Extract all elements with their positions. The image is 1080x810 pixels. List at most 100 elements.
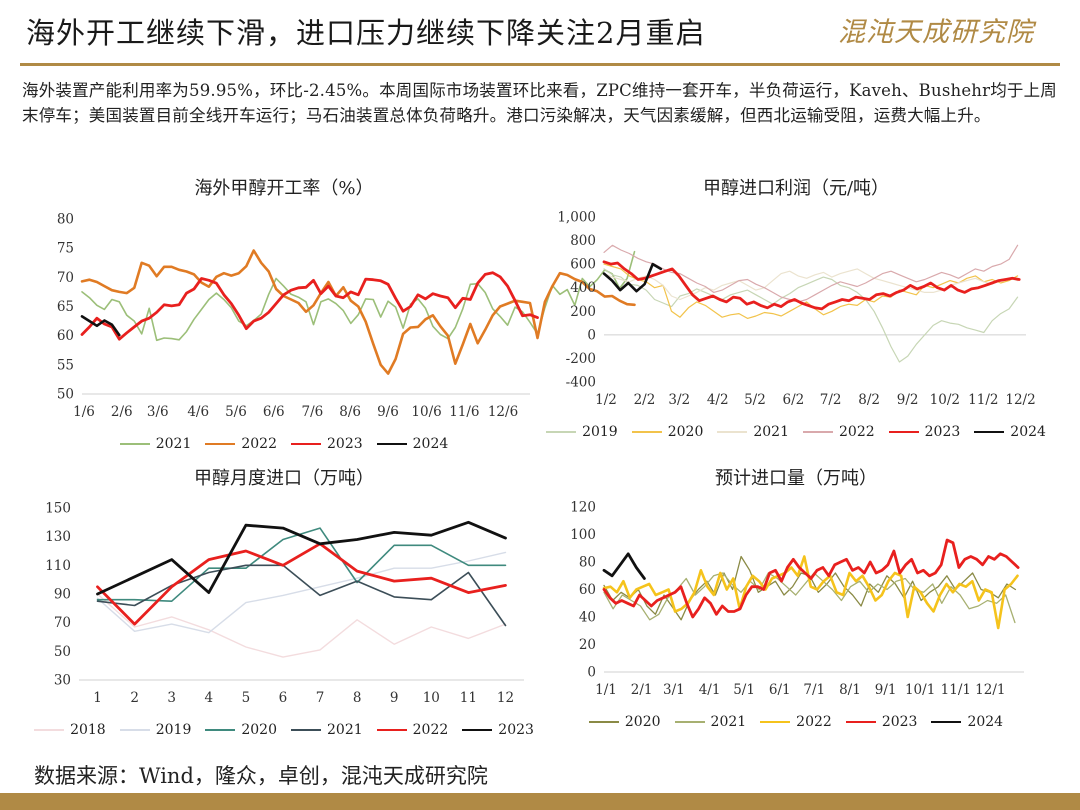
x-tick-label: 2 <box>130 690 139 706</box>
x-tick-label: 6/2 <box>783 392 805 408</box>
x-tick-label: 4/2 <box>707 392 729 408</box>
x-tick-label: 2/2 <box>634 392 656 408</box>
page-title: 海外开工继续下滑，进口压力继续下降关注2月重启 <box>26 16 706 50</box>
y-tick-label: 90 <box>54 587 71 603</box>
chart-legend: 2018 2019 2020 2021 2022 2023 <box>34 722 534 738</box>
x-tick-label: 10/6 <box>411 404 441 420</box>
x-tick-label: 3/1 <box>663 682 685 698</box>
page-header: 海外开工继续下滑，进口压力继续下降关注2月重启 混沌天成研究院 <box>0 0 1080 66</box>
header-divider <box>20 63 1060 66</box>
legend-label: 2022 <box>241 436 277 452</box>
legend-label: 2021 <box>753 424 789 440</box>
x-tick-label: 1/1 <box>595 682 617 698</box>
x-tick-label: 9 <box>390 690 399 706</box>
legend-label: 2020 <box>241 722 277 738</box>
legend-swatch <box>376 729 407 731</box>
chart-legend: 2020 2021 2022 2023 2024 <box>546 714 1046 730</box>
series-line-2018 <box>96 593 507 658</box>
legend-swatch <box>631 431 662 433</box>
brand-logo: 混沌天成研究院 <box>838 17 1034 48</box>
x-tick-label: 4/6 <box>187 404 209 420</box>
legend-swatch <box>205 443 236 445</box>
x-tick-label: 12 <box>497 690 514 706</box>
legend-item-2023: 2023 <box>845 714 917 730</box>
legend-swatch <box>34 729 65 731</box>
y-tick-label: -200 <box>566 351 596 367</box>
legend-item-2021: 2021 <box>291 722 363 738</box>
y-tick-label: 80 <box>579 555 596 571</box>
y-tick-label: 40 <box>579 610 596 626</box>
legend-label: 2024 <box>967 714 1004 730</box>
chart-title: 甲醇月度进口（万吨） <box>194 468 374 489</box>
y-tick-label: 120 <box>570 500 596 516</box>
legend-label: 2023 <box>327 436 363 452</box>
x-tick-label: 12/2 <box>1005 392 1035 408</box>
x-tick-label: 8/2 <box>858 392 880 408</box>
x-tick-label: 1 <box>93 690 102 706</box>
legend-item-2024: 2024 <box>376 436 449 452</box>
x-tick-label: 11 <box>460 690 477 706</box>
series-line-2023 <box>96 520 507 596</box>
legend-item-2023: 2023 <box>888 424 960 440</box>
x-tick-label: 7 <box>316 690 325 706</box>
x-tick-label: 3/2 <box>668 392 690 408</box>
chart-title: 预计进口量（万吨） <box>715 468 877 489</box>
legend-item-2019: 2019 <box>119 722 192 738</box>
legend-item-2019: 2019 <box>546 424 618 440</box>
series-line-2020 <box>96 527 507 602</box>
x-tick-label: 7/1 <box>803 682 825 698</box>
legend-label: 2022 <box>839 424 875 440</box>
chart-legend: 2019 2020 2021 2022 2023 2024 <box>546 424 1046 440</box>
x-tick-label: 12/1 <box>975 682 1005 698</box>
legend-item-2024: 2024 <box>974 424 1046 440</box>
legend-item-2021: 2021 <box>119 436 191 452</box>
chart-title: 甲醇进口利润（元/吨） <box>702 178 890 199</box>
y-tick-label: 60 <box>57 328 74 344</box>
y-tick-label: 800 <box>570 233 596 249</box>
x-tick-label: 1/2 <box>595 392 617 408</box>
x-tick-label: 4 <box>204 690 213 706</box>
y-tick-label: 20 <box>579 637 596 653</box>
y-tick-label: 55 <box>57 357 74 373</box>
legend-item-2020: 2020 <box>205 722 277 738</box>
y-tick-label: 50 <box>57 387 74 403</box>
series-line-2022 <box>602 555 1019 630</box>
series-line-2022 <box>96 542 507 626</box>
legend-label: 2019 <box>155 722 192 738</box>
chart-title: 海外甲醇开工率（%） <box>194 178 374 199</box>
x-tick-label: 2/6 <box>111 404 133 420</box>
series-line-2019 <box>603 268 1019 363</box>
x-tick-label: 9/2 <box>897 392 919 408</box>
legend-swatch <box>931 721 962 723</box>
y-tick-label: 75 <box>57 241 74 257</box>
chart-panel-monthly-import: 甲醇月度进口（万吨） 30 50 70 90 110 130 150 1 2 3 4 5 6 7 8 9 10 1… <box>34 464 534 748</box>
y-tick-label: 0 <box>587 665 596 681</box>
legend-label: 2022 <box>412 722 449 738</box>
legend-swatch <box>674 721 705 723</box>
x-tick-label: 3/6 <box>147 404 169 420</box>
x-tick-label: 7/2 <box>820 392 842 408</box>
legend-item-2021: 2021 <box>717 424 789 440</box>
series-line-2023 <box>80 271 539 341</box>
chart-panel-expected-import: 预计进口量（万吨） 0 20 40 60 80 100 120 1/1 2/1 3/1 4/1 5/1… <box>546 464 1046 748</box>
x-tick-label: 2/1 <box>631 682 653 698</box>
x-tick-label: 7/6 <box>302 404 324 420</box>
chart-panel-overseas-rate: 海外甲醇开工率（%） 50 55 60 65 70 75 80 1/6 2/6 3/6 4/6 5/6… <box>34 172 636 460</box>
x-tick-label: 5 <box>242 690 251 706</box>
y-tick-label: 100 <box>570 527 596 543</box>
legend-item-2020: 2020 <box>588 714 661 730</box>
legend-swatch <box>119 729 150 731</box>
series-line-2021 <box>96 564 507 627</box>
y-tick-label: 130 <box>45 529 71 545</box>
summary-paragraph: 海外装置产能利用率为59.95%，环比-2.45%。本周国际市场装置环比来看，Z… <box>22 81 1057 125</box>
legend-swatch <box>205 729 236 731</box>
x-tick-label: 1/6 <box>73 404 95 420</box>
x-tick-label: 8/6 <box>339 404 361 420</box>
legend-swatch <box>291 729 321 731</box>
legend-label: 2023 <box>498 722 534 738</box>
legend-label: 2024 <box>412 436 449 452</box>
legend-item-2022: 2022 <box>205 436 277 452</box>
series-line-2019 <box>96 551 507 634</box>
x-tick-label: 8/1 <box>839 682 861 698</box>
